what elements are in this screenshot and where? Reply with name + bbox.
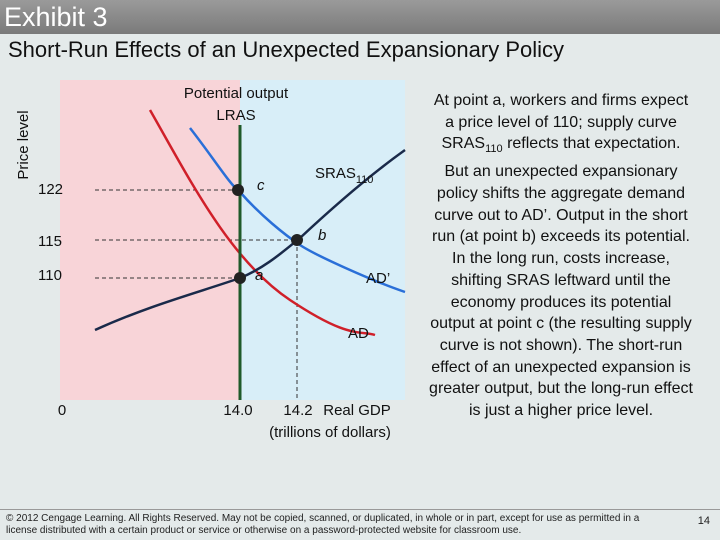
x-tick-label: 14.2	[283, 402, 312, 419]
copyright: © 2012 Cengage Learning. All Rights Rese…	[6, 513, 640, 536]
x-tick-label: 14.0	[223, 402, 252, 419]
text: reflects that expectation. But an unexpe…	[429, 135, 693, 420]
region-right	[240, 80, 405, 400]
point-b	[291, 234, 303, 246]
point-label: c	[257, 177, 265, 194]
sras-text: SRAS	[315, 165, 356, 182]
y-tick-label: 115	[38, 233, 62, 250]
lras-label: Potential output	[184, 85, 289, 102]
ad-prime-curve	[189, 127, 406, 294]
text: At point a, workers and firms expect a p…	[433, 92, 689, 153]
origin-label: 0	[58, 402, 66, 419]
slide-subtitle: Short-Run Effects of an Unexpected Expan…	[8, 37, 565, 62]
point-label: a	[255, 267, 263, 284]
sras-label: SRAS110	[315, 165, 373, 186]
ad-prime-label: AD’	[366, 270, 390, 287]
region-left	[60, 80, 240, 400]
diagram: Price level 122 115 110 0 14.0 14.2 Real…	[15, 80, 406, 441]
ad-label: AD	[348, 325, 369, 342]
y-tick-label: 122	[38, 181, 63, 198]
point-a	[234, 272, 246, 284]
sras-sub: 110	[356, 174, 374, 186]
explanation: At point a, workers and firms expect a p…	[428, 90, 694, 422]
y-axis-label: Price level	[15, 110, 32, 179]
point-c	[232, 184, 244, 196]
slide-title: Exhibit 3	[0, 0, 720, 34]
page-number: 14	[697, 515, 710, 527]
x-axis-label: Real GDP	[323, 402, 391, 419]
ad-curve	[148, 109, 376, 337]
lras-label: LRAS	[216, 107, 255, 124]
x-axis-label: (trillions of dollars)	[269, 424, 391, 441]
guides	[95, 189, 298, 400]
subscript: 110	[485, 143, 503, 156]
footer-rule	[0, 509, 720, 510]
point-label: b	[318, 227, 326, 244]
y-tick-label: 110	[38, 267, 62, 284]
sras-curve	[94, 148, 406, 332]
